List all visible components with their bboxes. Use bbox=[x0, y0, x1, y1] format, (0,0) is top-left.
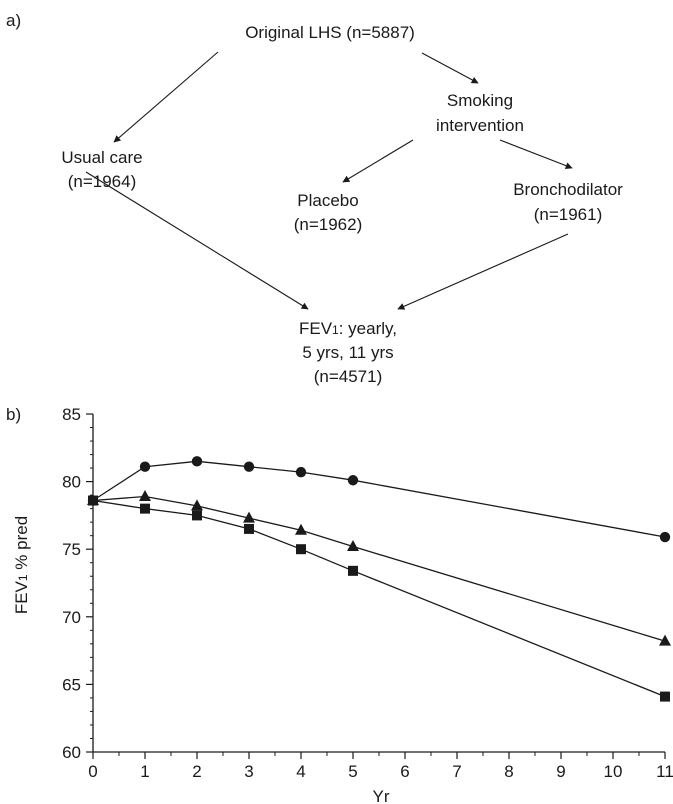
x-tick-label-1: 1 bbox=[140, 762, 149, 781]
node-smoking-line1: Smoking bbox=[447, 91, 513, 110]
y-axis-label-rest: % pred bbox=[12, 516, 31, 575]
node-smoking-line2: intervention bbox=[436, 116, 524, 135]
node-placebo-line1: Placebo bbox=[297, 191, 358, 210]
point-triangle-6 bbox=[659, 634, 671, 646]
point-triangle-5 bbox=[347, 539, 359, 551]
node-original-lhs: Original LHS (n=5887) bbox=[245, 23, 415, 42]
y-tick-label-75: 75 bbox=[62, 540, 81, 559]
point-circle-6 bbox=[659, 531, 671, 543]
node-bronchodilator-line1: Bronchodilator bbox=[513, 180, 623, 199]
panel-b-label: b) bbox=[6, 405, 21, 424]
point-circle-3 bbox=[243, 461, 255, 472]
y-tick-label-70: 70 bbox=[62, 608, 81, 627]
point-triangle-3 bbox=[243, 511, 255, 523]
node-fev-main: FEV bbox=[299, 319, 333, 338]
node-fev-line2: 5 yrs, 11 yrs bbox=[302, 343, 393, 362]
flow-diagram: a) Original LHS (n=5887) Smoking interve… bbox=[6, 11, 623, 386]
x-tick-label-10: 10 bbox=[604, 762, 623, 781]
x-tick-label-0: 0 bbox=[88, 762, 97, 781]
arrow-smoking-to-placebo bbox=[342, 139, 414, 183]
point-square-6 bbox=[660, 691, 670, 702]
x-tick-label-9: 9 bbox=[556, 762, 565, 781]
y-tick-label-65: 65 bbox=[62, 675, 81, 694]
point-circle-4 bbox=[295, 466, 307, 478]
point-square-4 bbox=[296, 544, 306, 555]
x-tick-label-2: 2 bbox=[192, 762, 201, 781]
arrow-original-to-smoking bbox=[421, 52, 479, 84]
node-fev-line3: (n=4571) bbox=[314, 367, 383, 386]
point-square-2 bbox=[192, 510, 202, 521]
x-tick-label-7: 7 bbox=[452, 762, 461, 781]
point-circle-2 bbox=[191, 456, 203, 467]
node-usual-care-line1: Usual care bbox=[61, 148, 142, 167]
chart-axes: 60 65 70 75 80 85 0 1 2 3 4 5 6 7 8 9 10 11 bbox=[62, 405, 673, 781]
series-square-line bbox=[92, 499, 666, 698]
point-square-1 bbox=[140, 503, 150, 514]
y-axis-label-sub: 1 bbox=[16, 574, 30, 581]
x-tick-label-3: 3 bbox=[244, 762, 253, 781]
point-circle-1 bbox=[139, 461, 151, 472]
arrow-smoking-to-bronchodilator bbox=[499, 139, 573, 169]
y-tick-label-60: 60 bbox=[62, 743, 81, 762]
x-tick-label-6: 6 bbox=[400, 762, 409, 781]
point-circle-5 bbox=[347, 475, 359, 486]
x-tick-label-5: 5 bbox=[348, 762, 357, 781]
arrow-usual-to-fev bbox=[85, 171, 309, 310]
x-tick-label-4: 4 bbox=[296, 762, 305, 781]
point-square-3 bbox=[244, 523, 254, 534]
point-square-5 bbox=[348, 565, 358, 576]
point-triangle-1 bbox=[139, 489, 151, 501]
node-placebo-line2: (n=1962) bbox=[294, 215, 363, 234]
y-axis-label: FEV1 % pred bbox=[12, 516, 31, 614]
point-square-0 bbox=[88, 495, 98, 506]
series-triangle-line bbox=[92, 495, 666, 642]
panel-a-label: a) bbox=[6, 11, 21, 30]
x-tick-label-11: 11 bbox=[656, 762, 673, 781]
series-circle-line bbox=[92, 460, 666, 538]
x-tick-label-8: 8 bbox=[504, 762, 513, 781]
y-tick-label-80: 80 bbox=[62, 473, 81, 492]
y-tick-label-85: 85 bbox=[62, 405, 81, 424]
node-bronchodilator-line2: (n=1961) bbox=[534, 205, 603, 224]
node-fev-sub: 1 bbox=[332, 323, 339, 337]
arrow-bronchodilator-to-fev bbox=[397, 233, 569, 310]
point-triangle-4 bbox=[295, 523, 307, 535]
node-fev-rest: : yearly, bbox=[339, 319, 397, 338]
x-axis-label: Yr bbox=[373, 787, 390, 804]
point-triangle-2 bbox=[191, 499, 203, 511]
node-fev-line1: FEV1: yearly, bbox=[299, 319, 397, 338]
arrow-original-to-usual bbox=[113, 51, 219, 143]
y-axis-label-main: FEV bbox=[12, 580, 31, 614]
chart-series bbox=[87, 456, 671, 702]
